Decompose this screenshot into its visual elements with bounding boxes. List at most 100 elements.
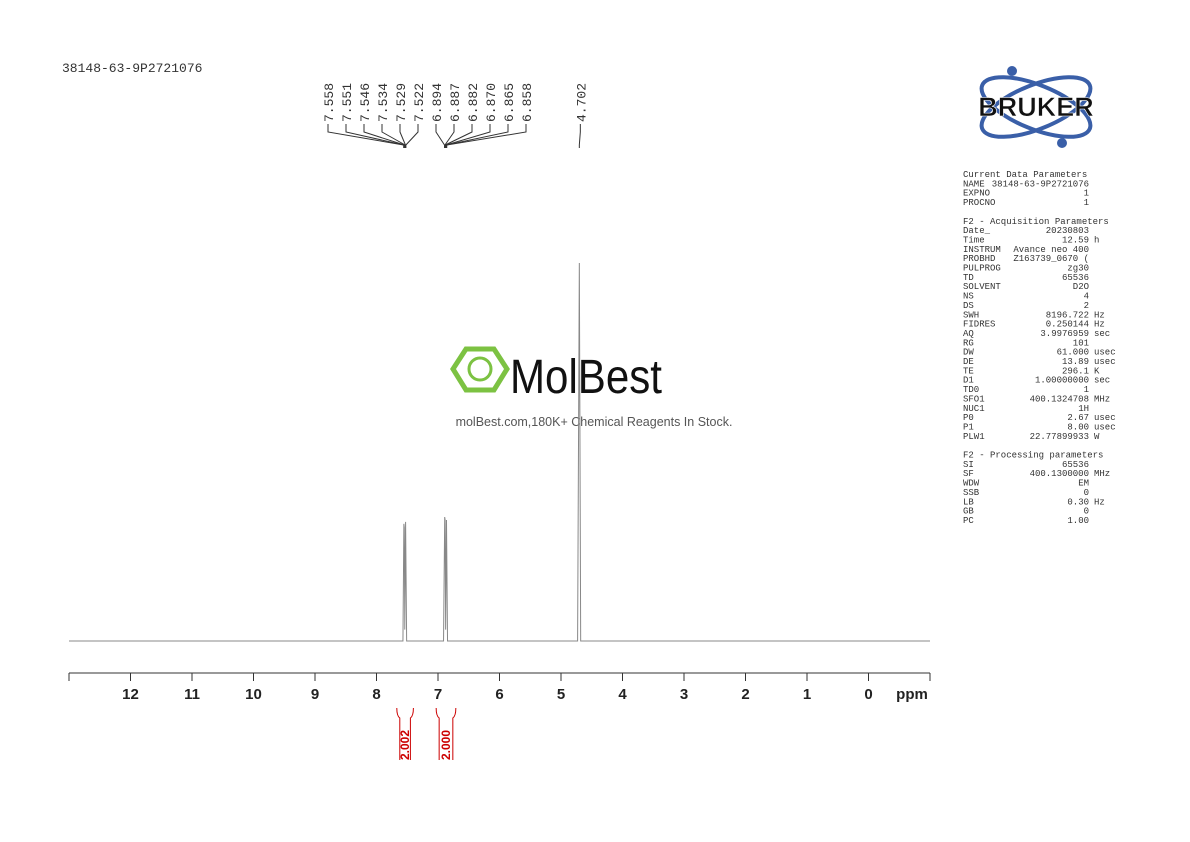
spectrum: [69, 262, 930, 642]
param-value: 12.59: [1062, 235, 1089, 245]
peak-label: 7.551: [340, 83, 355, 122]
param-value: 1: [1084, 189, 1089, 199]
x-tick-label: 4: [618, 686, 627, 703]
param-name: DW: [963, 348, 974, 358]
peak-connector: [444, 124, 473, 148]
x-tick-label: 8: [372, 686, 380, 703]
param-name: INSTRUM: [963, 245, 1001, 255]
param-name: NS: [963, 292, 974, 302]
param-name: SOLVENT: [963, 282, 1001, 292]
x-tick-label: 7: [434, 686, 442, 703]
peak-connector: [405, 124, 419, 148]
peak-label: 7.529: [394, 83, 409, 122]
param-name: Date_: [963, 226, 991, 236]
x-tick-label: 9: [311, 686, 319, 703]
param-value: 0.250144: [1046, 320, 1089, 330]
param-value: 1: [1084, 385, 1089, 395]
param-value: D2O: [1073, 282, 1089, 292]
peak-connector: [363, 124, 405, 148]
param-value: EM: [1078, 479, 1089, 489]
param-value: 0: [1084, 488, 1089, 498]
param-value: 65536: [1062, 460, 1089, 470]
logo-text: BRUKER: [978, 92, 1094, 122]
param-value: 4: [1084, 292, 1089, 302]
param-value: zg30: [1067, 264, 1089, 274]
logo-orbit: [979, 75, 1093, 139]
bruker-logo: BRUKER: [978, 66, 1094, 148]
x-tick-label: 11: [184, 686, 200, 703]
param-unit: sec: [1094, 329, 1110, 339]
integral-label: 2.000: [439, 730, 453, 760]
param-value: 2: [1084, 301, 1089, 311]
param-value: 22.77899933: [1030, 432, 1089, 442]
peak-label: 7.522: [412, 83, 427, 122]
param-name: NAME: [963, 179, 985, 189]
integral-label: 2.002: [398, 730, 412, 760]
param-name: PROBHD: [963, 254, 995, 264]
x-tick-label: 1: [803, 686, 811, 703]
param-value: 400.1300000: [1030, 469, 1089, 479]
peak-label: 6.870: [484, 83, 499, 122]
peak-connector: [446, 124, 527, 148]
param-value: 1H: [1078, 404, 1089, 414]
param-value: 2.67: [1067, 413, 1089, 423]
param-unit: K: [1094, 366, 1100, 376]
param-value: 400.1324708: [1030, 394, 1089, 404]
param-unit: Hz: [1094, 497, 1105, 507]
param-unit: usec: [1094, 357, 1116, 367]
param-unit: MHz: [1094, 469, 1110, 479]
param-value: 8.00: [1067, 422, 1089, 432]
logo-orbit: [979, 75, 1093, 139]
param-name: RG: [963, 338, 974, 348]
param-name: PULPROG: [963, 264, 1001, 274]
param-unit: MHz: [1094, 394, 1110, 404]
param-group-title: Current Data Parameters: [963, 170, 1087, 180]
param-value: 65536: [1062, 273, 1089, 283]
param-name: GB: [963, 507, 974, 517]
param-value: 1.00000000: [1035, 376, 1089, 386]
param-value: 3.9976959: [1040, 329, 1089, 339]
param-name: WDW: [963, 479, 980, 489]
param-unit: W: [1094, 432, 1100, 442]
peak-label: 4.702: [574, 83, 589, 122]
x-axis-label: ppm: [896, 686, 928, 703]
param-value: 13.89: [1062, 357, 1089, 367]
param-name: SSB: [963, 488, 980, 498]
param-unit: usec: [1094, 413, 1116, 423]
peak-label: 6.894: [430, 83, 445, 122]
param-value: 101: [1073, 338, 1089, 348]
param-name: P0: [963, 413, 974, 423]
param-name: TE: [963, 366, 974, 376]
param-unit: usec: [1094, 422, 1116, 432]
param-value: 61.000: [1057, 348, 1089, 358]
param-unit: Hz: [1094, 310, 1105, 320]
param-name: SWH: [963, 310, 979, 320]
param-name: SF: [963, 469, 974, 479]
param-value: Z163739_0670 (: [1013, 254, 1089, 264]
integral-bracket: [396, 707, 414, 760]
param-unit: h: [1094, 235, 1099, 245]
peak-label: 6.887: [448, 83, 463, 122]
param-name: SFO1: [963, 394, 985, 404]
param-group-title: F2 - Processing parameters: [963, 451, 1103, 461]
param-name: TD: [963, 273, 974, 283]
param-name: TD0: [963, 385, 979, 395]
param-value: 0.30: [1067, 497, 1089, 507]
param-name: DS: [963, 301, 974, 311]
x-tick-label: 10: [245, 686, 262, 703]
param-unit: usec: [1094, 348, 1116, 358]
watermark: MolBest molBest.com,180K+ Chemical Reage…: [450, 346, 733, 429]
param-value: Avance neo 400: [1013, 245, 1089, 255]
watermark-tagline: molBest.com,180K+ Chemical Reagents In S…: [456, 415, 733, 429]
param-value: 8196.722: [1046, 310, 1089, 320]
param-name: LB: [963, 497, 974, 507]
param-unit: sec: [1094, 376, 1110, 386]
x-tick-label: 2: [741, 686, 749, 703]
peak-label: 7.546: [358, 83, 373, 122]
param-name: PROCNO: [963, 198, 995, 208]
peak-label: 7.558: [322, 83, 337, 122]
peak-label: 6.882: [466, 83, 481, 122]
watermark-hexagon: [450, 346, 510, 393]
